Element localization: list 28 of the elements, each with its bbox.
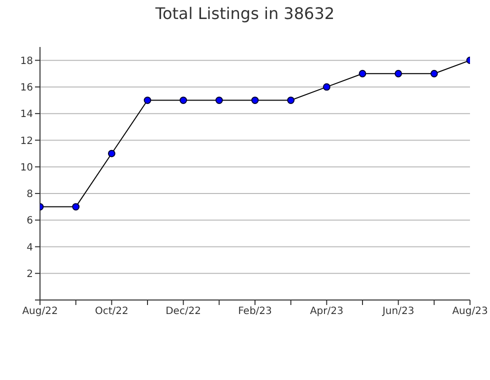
y-tick-label: 16 [20,82,33,94]
y-tick-label: 18 [20,56,33,67]
x-tick-label: Feb/23 [238,306,272,318]
y-tick-label: 12 [20,136,33,147]
point [108,150,116,158]
point [72,203,80,210]
point [358,70,366,78]
y-tick-label: 14 [20,109,33,120]
point [144,96,152,104]
y-tick-label: 10 [20,162,33,174]
chart-title: Total Listings in 38632 [154,4,336,23]
point [394,70,402,78]
x-tick-label: Dec/22 [166,306,202,318]
y-tick-label: 6 [26,216,33,227]
y-tick-label: 2 [26,268,33,280]
point [322,83,330,91]
x-tick-label: Jun/23 [381,306,414,318]
y-tick-label: 8 [26,189,33,200]
point [287,96,295,104]
x-tick-label: Aug/22 [22,306,58,318]
x-tick-label: Oct/22 [94,306,128,318]
x-tick-label: Apr/23 [310,306,344,318]
x-tick-label: Aug/23 [452,306,488,318]
point [180,96,188,104]
y-tick-label: 4 [26,242,33,254]
point [430,70,438,78]
point [251,96,259,104]
point [215,96,223,104]
